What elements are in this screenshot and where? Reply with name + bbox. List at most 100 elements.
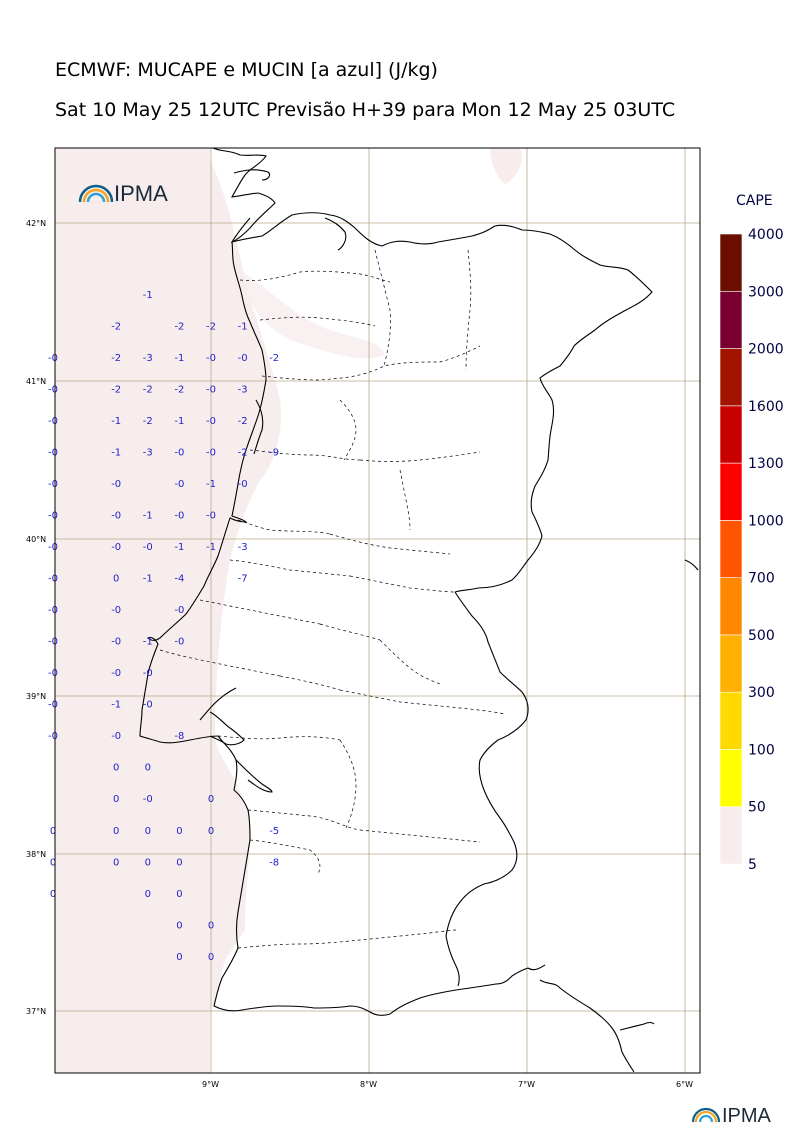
- mucin-value: 0: [208, 826, 214, 837]
- colorbar-swatch: [719, 806, 743, 865]
- mucin-value: 0: [113, 574, 119, 585]
- mucin-value: 0: [145, 889, 151, 900]
- mucin-value: 0: [176, 952, 182, 963]
- colorbar-swatch: [719, 462, 743, 521]
- mucin-value: -1: [143, 637, 153, 648]
- mucin-value: 0: [176, 826, 182, 837]
- colorbar-tick-label: 2000: [748, 342, 784, 358]
- mucin-value: -0: [48, 353, 58, 364]
- mucin-value: -0: [143, 668, 153, 679]
- mucin-value: -0: [48, 637, 58, 648]
- mucin-value: 0: [113, 763, 119, 774]
- colorbar-tick-label: 700: [748, 571, 775, 587]
- colorbar-tick-label: 3000: [748, 284, 784, 300]
- mucin-value: -0: [111, 731, 121, 742]
- mucin-value: -1: [174, 353, 184, 364]
- map-frame: [54, 147, 701, 1074]
- colorbar-tick-label: 5: [748, 857, 757, 873]
- mucin-value: -0: [143, 794, 153, 805]
- mucin-value: -0: [48, 605, 58, 616]
- mucin-value: -8: [174, 731, 184, 742]
- mucin-value: 0: [113, 794, 119, 805]
- mucin-value: -2: [143, 384, 153, 395]
- lat-label: 37°N: [26, 1007, 46, 1016]
- mucin-value: 0: [176, 920, 182, 931]
- colorbar-swatch: [719, 348, 743, 407]
- colorbar-swatch: [719, 290, 743, 349]
- mucin-value: -1: [206, 542, 216, 553]
- mucin-value: -0: [48, 511, 58, 522]
- mucin-value: -3: [143, 448, 153, 459]
- mucin-value: -0: [238, 479, 248, 490]
- footer-logo-text: IPMA: [722, 1105, 772, 1127]
- mucin-value: -1: [238, 321, 248, 332]
- mucin-value: -7: [238, 574, 248, 585]
- mucin-value: -2: [143, 416, 153, 427]
- mucin-value: 0: [176, 857, 182, 868]
- colorbar-swatch: [719, 233, 743, 292]
- mucin-value: -0: [111, 605, 121, 616]
- mucin-value: -0: [174, 511, 184, 522]
- colorbar-title: CAPE: [736, 193, 773, 209]
- ipma-logo: IPMA: [78, 181, 168, 206]
- mucin-value: -2: [269, 353, 279, 364]
- mucin-value: -4: [174, 574, 184, 585]
- mucin-value: 0: [208, 920, 214, 931]
- mucin-value: -2: [238, 448, 248, 459]
- lon-label: 6°W: [676, 1080, 693, 1089]
- mucin-value: -0: [48, 668, 58, 679]
- footer-ipma-logo: IPMA: [691, 1105, 772, 1127]
- mucin-value: -0: [48, 542, 58, 553]
- mucin-value: 0: [208, 952, 214, 963]
- mucin-value: 0: [145, 763, 151, 774]
- mucin-value: -3: [238, 384, 248, 395]
- mucin-value: -2: [111, 353, 121, 364]
- lat-label: 41°N: [26, 377, 46, 386]
- mucin-value: -1: [111, 700, 121, 711]
- map-title: ECMWF: MUCAPE e MUCIN [a azul] (J/kg): [55, 59, 438, 81]
- colorbar-swatch: [719, 749, 743, 808]
- mucin-value: -0: [143, 700, 153, 711]
- mucin-value: -0: [111, 479, 121, 490]
- mucin-value: -0: [174, 479, 184, 490]
- mucin-value: 0: [176, 889, 182, 900]
- mucin-value: -0: [48, 700, 58, 711]
- mucin-value: -0: [206, 448, 216, 459]
- colorbar-tick-label: 50: [748, 800, 766, 816]
- colorbar-tick-label: 4000: [748, 227, 784, 243]
- mucin-value: -0: [111, 668, 121, 679]
- mucin-value: -2: [238, 416, 248, 427]
- cape-shading: [55, 148, 522, 1073]
- mucin-value: -1: [143, 511, 153, 522]
- cape-colorbar: CAPE 5 50 100 300 500 700 1000 1300 1600 2000 3000…: [719, 193, 784, 873]
- rainbow-logo-icon: [78, 184, 114, 203]
- mucin-value: -1: [143, 290, 153, 301]
- lat-label: 42°N: [26, 219, 46, 228]
- colorbar-swatch: [719, 634, 743, 693]
- mucin-value: -0: [111, 637, 121, 648]
- mucin-value: -0: [111, 511, 121, 522]
- mucin-value: -0: [206, 416, 216, 427]
- mucin-value: 0: [50, 889, 56, 900]
- mucin-value: -9: [269, 448, 279, 459]
- mucin-value: 0: [113, 857, 119, 868]
- colorbar-swatch: [719, 691, 743, 750]
- mucin-value: -0: [48, 448, 58, 459]
- mucin-value: -3: [238, 542, 248, 553]
- lat-labels: 42°N 41°N 40°N 39°N 38°N 37°N: [26, 219, 46, 1016]
- colorbar-swatch: [719, 405, 743, 464]
- mucin-value: -1: [111, 416, 121, 427]
- mucin-value: -2: [206, 321, 216, 332]
- mucin-value: 0: [113, 826, 119, 837]
- mucin-value: -5: [269, 826, 279, 837]
- mucin-value: -3: [143, 353, 153, 364]
- colorbar-boxes: [719, 233, 743, 865]
- mucin-value: -0: [174, 605, 184, 616]
- lon-label: 7°W: [518, 1080, 535, 1089]
- colorbar-labels: 5 50 100 300 500 700 1000 1300 1600 2000 3000 4000: [748, 227, 784, 873]
- mucin-value: -2: [111, 384, 121, 395]
- mucin-value: -2: [111, 321, 121, 332]
- colorbar-tick-label: 1300: [748, 456, 784, 472]
- mucin-value: -0: [174, 637, 184, 648]
- mucin-value: 0: [50, 857, 56, 868]
